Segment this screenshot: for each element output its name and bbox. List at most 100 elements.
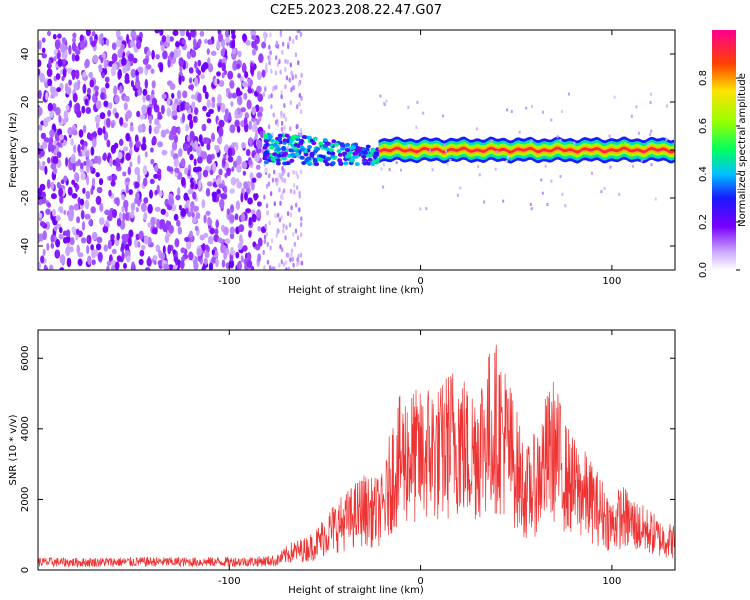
heatmap-cell [299,138,305,143]
heatmap-cell [281,177,285,183]
heatmap-cell [65,229,71,238]
heatmap-cell [263,234,267,240]
heatmap-cell [41,161,46,167]
heatmap-cell [122,212,126,222]
heatmap-cell [142,94,146,103]
heatmap-cell [59,195,64,204]
heatmap-cell [77,144,81,154]
heatmap-cell [116,217,122,227]
heatmap-cell [217,237,223,243]
heatmap-cell [257,111,263,118]
heatmap-cell [130,210,135,219]
heatmap-cell [71,193,78,199]
spectrogram-xlabel: Height of straight line (km) [288,285,424,296]
heatmap-cell [123,102,128,111]
heatmap-cell [544,164,547,168]
heatmap-cell [354,162,360,167]
heatmap-cell [84,199,90,210]
heatmap-cell [258,53,264,64]
heatmap-cell [207,39,213,45]
heatmap-cell [280,90,283,95]
heatmap-cell [145,64,152,70]
heatmap-cell [125,177,131,183]
heatmap-cell [117,152,123,160]
heatmap-cell [177,126,181,135]
heatmap-cell [230,101,234,107]
heatmap-cell [144,78,149,89]
heatmap-cell [113,85,118,96]
heatmap-cell [477,165,480,169]
heatmap-cell [56,181,61,189]
heatmap-cell [174,238,180,248]
heatmap-cell [284,235,287,241]
heatmap-cell [272,152,278,157]
heatmap-cell [201,243,206,252]
heatmap-cell [202,169,209,178]
heatmap-cell [182,142,189,152]
heatmap-cell [283,151,288,156]
heatmap-cell [382,185,385,189]
heatmap-cell [49,109,54,119]
heatmap-cell [289,257,292,263]
heatmap-cell [71,70,76,81]
heatmap-cell [85,107,92,114]
heatmap-cell [235,142,239,151]
heatmap-cell [279,174,283,180]
heatmap-cell [269,50,272,56]
heatmap-cell [300,72,303,78]
heatmap-cell [134,238,139,248]
heatmap-cell [77,159,81,165]
heatmap-cell [46,242,50,251]
heatmap-cell [226,247,230,256]
heatmap-cell [205,187,211,197]
heatmap-cell [640,159,643,163]
heatmap-cell [69,237,75,246]
heatmap-cell [128,189,133,195]
heatmap-cell [239,234,243,244]
heatmap-cell [188,67,194,74]
heatmap-cell [176,187,181,196]
heatmap-cell [150,216,156,227]
heatmap-cell [257,226,262,232]
heatmap-cell [176,89,182,100]
heatmap-cell [52,208,56,217]
heatmap-cell [300,132,303,138]
heatmap-cell [211,191,218,199]
heatmap-cell [94,114,101,124]
heatmap-cell [211,249,215,256]
heatmap-cell [505,159,508,163]
heatmap-cell [210,132,216,142]
heatmap-cell [50,234,54,243]
heatmap-cell [86,175,90,186]
heatmap-cell [154,189,158,196]
heatmap-cell [185,239,192,250]
heatmap-cell [46,179,51,189]
heatmap-cell [282,188,286,194]
heatmap-cell [257,93,264,103]
heatmap-cell [41,191,46,199]
heatmap-cell [665,104,668,108]
heatmap-cell [188,251,194,261]
x-tick-label: 0 [417,276,423,287]
heatmap-cell [121,251,125,261]
heatmap-cell [108,175,113,181]
heatmap-cell [82,71,87,78]
heatmap-cell [167,244,172,255]
heatmap-cell [253,120,257,131]
heatmap-cell [90,146,95,156]
heatmap-cell [108,189,112,197]
heatmap-cell [268,173,271,179]
heatmap-cell [286,211,290,217]
heatmap-cell [292,146,298,151]
heatmap-cell [240,255,244,263]
heatmap-cell [62,59,67,66]
heatmap-cell [46,68,53,77]
heatmap-cell [530,139,533,143]
heatmap-cell [87,255,92,266]
heatmap-cell [635,105,638,109]
heatmap-cell [637,131,640,135]
heatmap-cell [91,259,96,266]
heatmap-cell [385,99,388,103]
heatmap-cell [295,202,298,208]
